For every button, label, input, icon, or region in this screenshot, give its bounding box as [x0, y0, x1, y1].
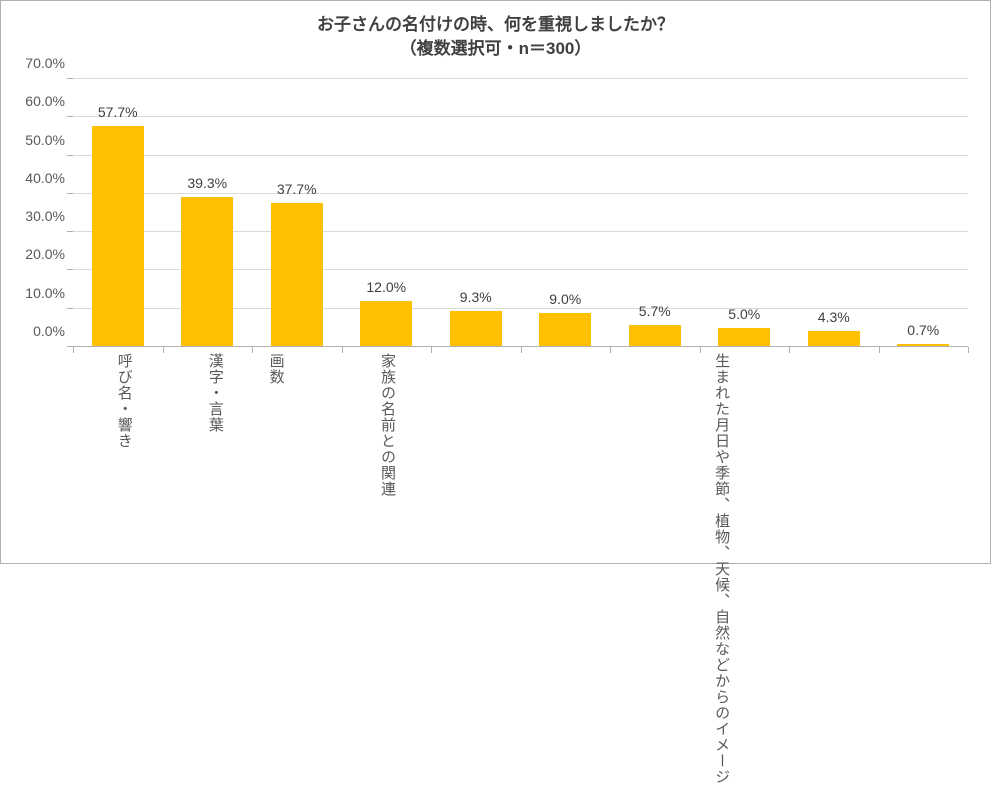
- x-labels: 呼び名・響き 漢字・言葉 画数 家族の名前との関連 生まれた月日や季節、植物、天候、自然…: [73, 353, 968, 785]
- bar-value-label: 37.7%: [277, 181, 317, 197]
- bar-slot: 57.7%: [73, 79, 163, 347]
- plot-area: 0.0%10.0%20.0%30.0%40.0%50.0%60.0%70.0% …: [73, 79, 968, 347]
- bar-slot: 39.3%: [163, 79, 253, 347]
- x-label-slot: 家族の名前との関連: [296, 353, 478, 785]
- bars-group: 57.7% 39.3% 37.7% 12.0% 9.3% 9.0% 5.7% 5.0% 4.3%…: [73, 79, 968, 347]
- bar-slot: 12.0%: [342, 79, 432, 347]
- bar-slot: 37.7%: [252, 79, 342, 347]
- bar: 39.3%: [181, 197, 233, 347]
- category-label: 漢字・言葉: [205, 353, 225, 785]
- y-tick-label: 60.0%: [25, 93, 65, 109]
- bar: 9.0%: [539, 313, 591, 347]
- y-tick-label: 50.0%: [25, 132, 65, 148]
- bar: 12.0%: [360, 301, 412, 347]
- bar-slot: 9.3%: [431, 79, 521, 347]
- bar-value-label: 0.7%: [907, 322, 939, 338]
- bar-value-label: 57.7%: [98, 104, 138, 120]
- category-label: 生まれた月日や季節、植物、天候、自然などからのイメージ: [711, 353, 731, 785]
- bar-value-label: 9.0%: [549, 291, 581, 307]
- bar-value-label: 5.0%: [728, 306, 760, 322]
- bar: 37.7%: [271, 203, 323, 347]
- y-tick-label: 0.0%: [33, 323, 65, 339]
- bar-slot: 0.7%: [879, 79, 969, 347]
- y-tick-label: 30.0%: [25, 208, 65, 224]
- bar-value-label: 39.3%: [187, 175, 227, 191]
- x-label-slot: 呼び名・響き: [73, 353, 174, 785]
- category-label: 画数: [265, 353, 285, 785]
- x-label-slot: 画数: [255, 353, 296, 785]
- x-label-slot: 漢字・言葉: [174, 353, 255, 785]
- bar-value-label: 5.7%: [639, 303, 671, 319]
- category-label: 家族の名前との関連: [377, 353, 397, 785]
- bar-value-label: 4.3%: [818, 309, 850, 325]
- bar: 57.7%: [92, 126, 144, 347]
- bar: 5.0%: [718, 328, 770, 347]
- bar: 5.7%: [629, 325, 681, 347]
- bar-value-label: 12.0%: [366, 279, 406, 295]
- y-tick-label: 70.0%: [25, 55, 65, 71]
- x-label-slot: 生まれた月日や季節、植物、天候、自然などからのイメージ: [478, 353, 964, 785]
- title-line-2: （複数選択可・n＝300）: [400, 39, 592, 58]
- y-tick-label: 10.0%: [25, 285, 65, 301]
- bar-slot: 4.3%: [789, 79, 879, 347]
- title-line-1: お子さんの名付けの時、何を重視しましたか？: [317, 15, 674, 34]
- category-label: 呼び名・響き: [114, 353, 134, 785]
- y-tick-label: 20.0%: [25, 246, 65, 262]
- bar: 4.3%: [808, 331, 860, 347]
- bar: 9.3%: [450, 311, 502, 347]
- y-tick-label: 40.0%: [25, 170, 65, 186]
- bar-slot: 5.7%: [610, 79, 700, 347]
- bar-slot: 9.0%: [521, 79, 611, 347]
- x-label-slot: 子供を見た印象: [964, 353, 991, 785]
- chart-title: お子さんの名付けの時、何を重視しましたか？ （複数選択可・n＝300）: [1, 1, 990, 61]
- chart-container: お子さんの名付けの時、何を重視しましたか？ （複数選択可・n＝300） 0.0%…: [0, 0, 991, 564]
- bar-slot: 5.0%: [700, 79, 790, 347]
- bar-value-label: 9.3%: [460, 289, 492, 305]
